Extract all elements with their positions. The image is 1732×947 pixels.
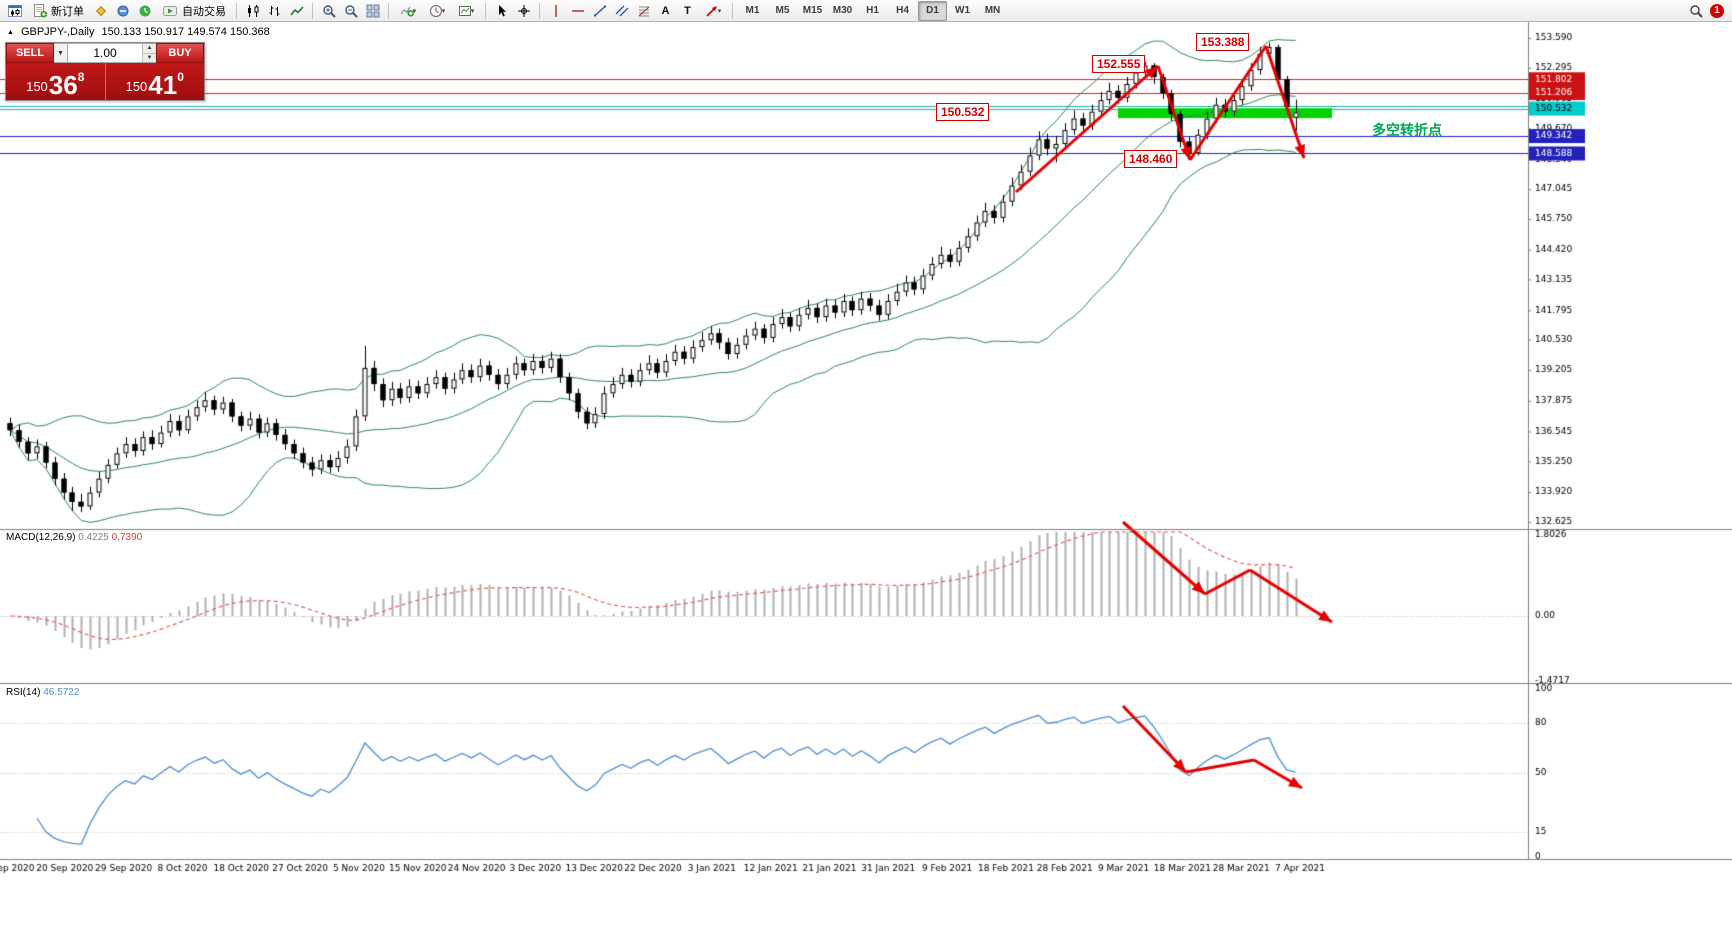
tile-windows-icon[interactable] [362,0,383,22]
timeframe-mn[interactable]: MN [984,5,1001,16]
zoom-out-icon[interactable] [340,0,361,22]
collapse-triangle-icon[interactable]: ▲ [7,28,14,36]
horizontal-line-tool-icon[interactable] [567,0,588,22]
buy-price: 150 41 0 [125,70,184,101]
indicators-icon[interactable]: ▾ [394,0,422,22]
templates-icon[interactable]: ▾ [452,0,480,22]
sell-price: 150 36 8 [6,63,106,100]
depth-of-market-icon[interactable] [112,0,133,22]
timeframe-m5[interactable]: M5 [775,5,790,16]
symbol-info: ▲ GBPJPY-,Daily 150.133 150.917 149.574 … [7,26,270,38]
search-icon[interactable] [1685,0,1706,22]
autotrading-icon [161,0,179,22]
timeframe-h4[interactable]: H4 [896,5,909,16]
callout-2[interactable]: 150.532 [936,103,990,121]
symbol-name: GBPJPY-,Daily [20,26,95,38]
timeframe-m30[interactable]: M30 [832,5,853,16]
toolbar-separator [539,2,540,19]
new-order-icon [31,0,48,22]
timeframe-m1[interactable]: M1 [745,5,760,16]
toolbar: 新订单 自动交易 ▾ ▾ ▾ A T ▾ M1 M5 M15 M30 H1 H4… [0,0,1732,22]
bar-chart-mode-icon[interactable] [264,0,285,22]
callout-1[interactable]: 153.388 [1196,33,1250,51]
fibonacci-tool-icon[interactable] [633,0,654,22]
chart-annotation[interactable]: 多空转折点 [1372,122,1442,138]
volume-input[interactable] [68,44,142,62]
cursor-icon[interactable] [491,0,512,22]
history-center-icon[interactable] [134,0,155,22]
toolbar-separator [388,2,389,19]
trendline-tool-icon[interactable] [589,0,610,22]
volume-decrease-button[interactable]: ▼ [143,53,156,62]
new-order-label: 新订单 [51,5,84,18]
timeframe-h1[interactable]: H1 [866,5,879,16]
periods-icon[interactable]: ▾ [423,0,451,22]
candlestick-mode-icon[interactable] [242,0,263,22]
new-order-button[interactable]: 新订单 [26,1,89,21]
chart-window-icon[interactable] [4,0,25,22]
zoom-in-icon[interactable] [318,0,339,22]
timeframe-d1[interactable]: D1 [918,0,947,21]
symbol-ohlc: 150.133 150.917 149.574 150.368 [101,26,270,38]
macd-label: MACD(12,26,9) 0.4225 0.7390 [6,532,143,543]
volume-dropdown-caret[interactable]: ▼ [54,43,68,63]
sell-button[interactable]: SELL [6,43,54,63]
symbols-icon[interactable] [90,0,111,22]
rsi-label: RSI(14) 46.5722 [6,687,80,698]
callout-0[interactable]: 152.555 [1092,55,1146,73]
line-chart-mode-icon[interactable] [286,0,307,22]
label-tool-icon[interactable]: T [684,4,691,17]
channel-tool-icon[interactable] [611,0,632,22]
toolbar-separator [732,2,733,19]
vertical-line-tool-icon[interactable] [545,0,566,22]
buy-button[interactable]: BUY [156,43,204,63]
notification-badge[interactable]: 1 [1710,3,1724,18]
autotrading-button[interactable]: 自动交易 [156,1,231,21]
toolbar-separator [312,2,313,19]
arrows-tool-icon[interactable]: ▾ [699,0,727,22]
toolbar-separator [236,2,237,19]
callout-3[interactable]: 148.460 [1124,150,1178,168]
timeframe-w1[interactable]: W1 [955,5,970,16]
autotrading-label: 自动交易 [182,5,226,18]
timeframe-m15[interactable]: M15 [802,5,823,16]
toolbar-separator [485,2,486,19]
crosshair-icon[interactable] [513,0,534,22]
volume-increase-button[interactable]: ▲ [143,44,156,54]
text-tool-icon[interactable]: A [661,4,670,17]
